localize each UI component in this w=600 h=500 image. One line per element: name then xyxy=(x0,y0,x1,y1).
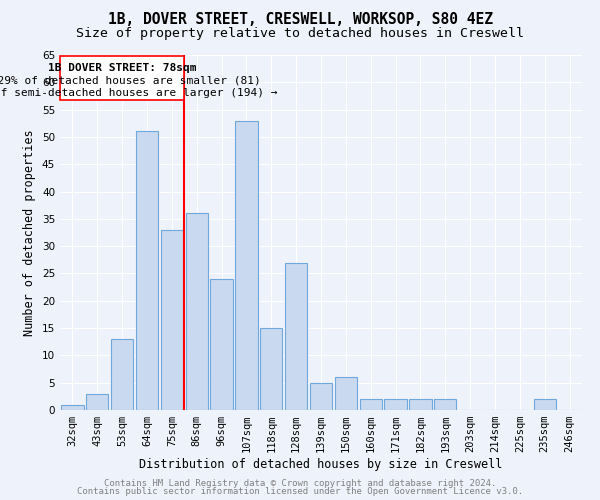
Text: 1B, DOVER STREET, CRESWELL, WORKSOP, S80 4EZ: 1B, DOVER STREET, CRESWELL, WORKSOP, S80… xyxy=(107,12,493,28)
Bar xyxy=(385,399,407,410)
FancyBboxPatch shape xyxy=(61,56,184,100)
Bar xyxy=(409,399,431,410)
Bar xyxy=(359,399,382,410)
Bar xyxy=(285,262,307,410)
Bar xyxy=(434,399,457,410)
Bar xyxy=(111,339,133,410)
Bar xyxy=(260,328,283,410)
Bar xyxy=(310,382,332,410)
Bar xyxy=(211,279,233,410)
Bar xyxy=(161,230,183,410)
Y-axis label: Number of detached properties: Number of detached properties xyxy=(23,129,37,336)
Bar xyxy=(86,394,109,410)
Bar xyxy=(533,399,556,410)
Text: Contains HM Land Registry data © Crown copyright and database right 2024.: Contains HM Land Registry data © Crown c… xyxy=(104,478,496,488)
X-axis label: Distribution of detached houses by size in Creswell: Distribution of detached houses by size … xyxy=(139,458,503,471)
Text: 1B DOVER STREET: 78sqm: 1B DOVER STREET: 78sqm xyxy=(48,63,196,73)
Text: Size of property relative to detached houses in Creswell: Size of property relative to detached ho… xyxy=(76,28,524,40)
Text: ← 29% of detached houses are smaller (81): ← 29% of detached houses are smaller (81… xyxy=(0,76,260,86)
Bar xyxy=(235,120,257,410)
Bar xyxy=(61,404,83,410)
Bar xyxy=(185,214,208,410)
Bar xyxy=(136,132,158,410)
Text: Contains public sector information licensed under the Open Government Licence v3: Contains public sector information licen… xyxy=(77,487,523,496)
Text: 70% of semi-detached houses are larger (194) →: 70% of semi-detached houses are larger (… xyxy=(0,88,277,99)
Bar xyxy=(335,377,357,410)
